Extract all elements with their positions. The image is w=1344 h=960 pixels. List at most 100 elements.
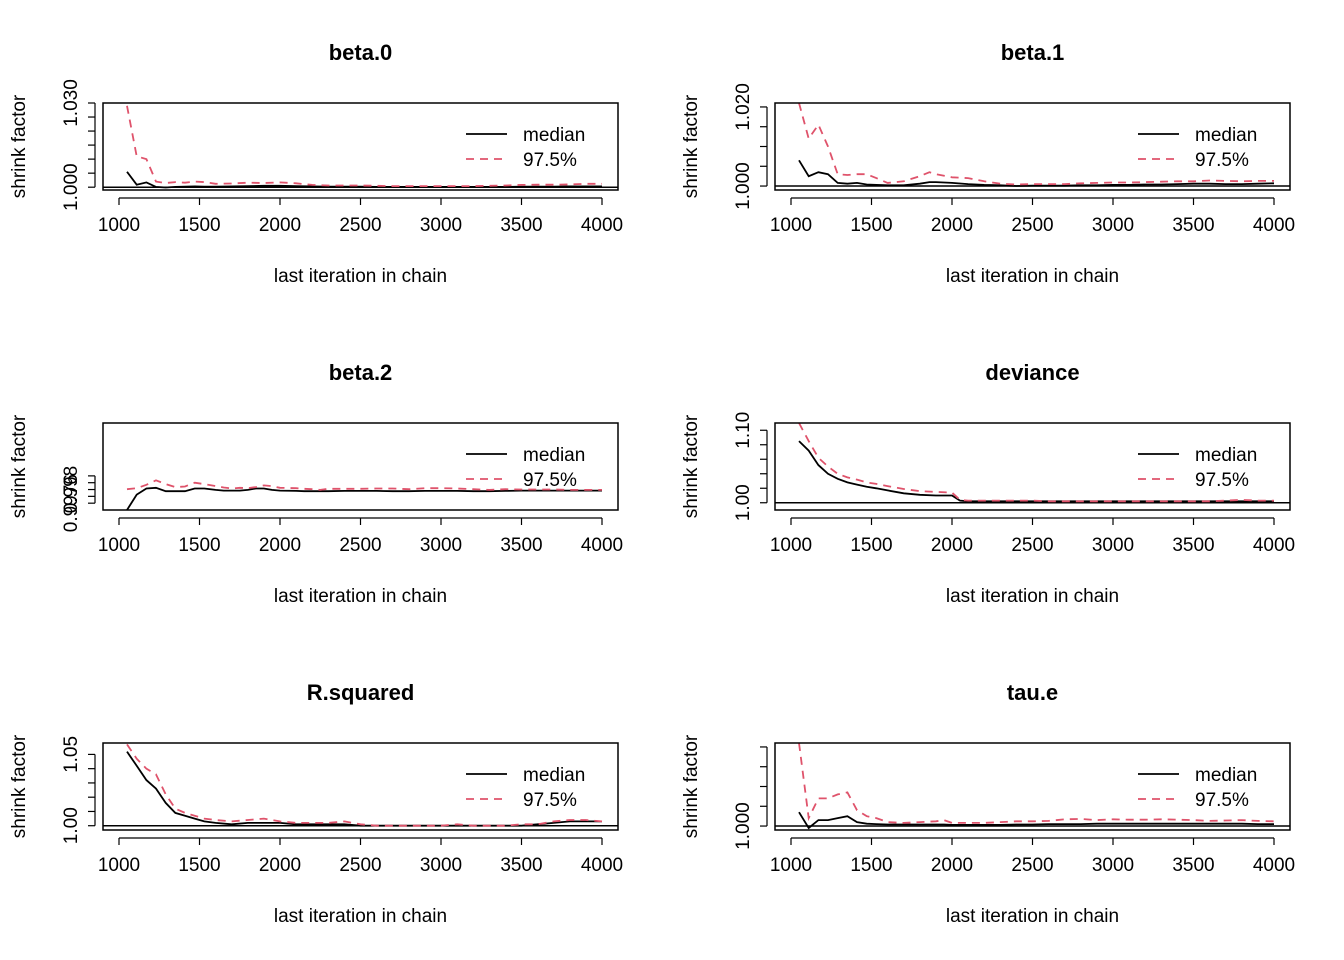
panel-title: deviance	[985, 360, 1079, 385]
x-tick-label: 3500	[1172, 855, 1214, 876]
x-axis-label: last iteration in chain	[946, 266, 1119, 287]
series-line-97-5	[798, 743, 1275, 824]
x-tick-label: 3000	[1092, 535, 1134, 556]
x-axis-label: last iteration in chain	[274, 586, 447, 607]
x-tick-label: 2500	[339, 855, 381, 876]
x-tick-label: 2500	[339, 535, 381, 556]
x-tick-label: 3000	[420, 215, 462, 236]
y-tick-label: 1.05	[61, 736, 82, 773]
legend-label: 97.5%	[1195, 790, 1249, 811]
y-axis-label: shrink factor	[681, 414, 702, 518]
plot-frame	[774, 102, 1291, 191]
y-tick-label: 1.000	[733, 162, 754, 210]
x-tick-label: 3000	[1092, 855, 1134, 876]
y-axis-label: shrink factor	[9, 414, 30, 518]
x-tick-label: 1500	[850, 855, 892, 876]
panel-deviance: deviance 1000 1500 2000 2500 3000 3500 4000 1.00…	[681, 360, 1295, 607]
y-axis-label: shrink factor	[681, 94, 702, 198]
x-tick-label: 2500	[339, 215, 381, 236]
y-axis-label: shrink factor	[9, 94, 30, 198]
x-tick-label: 1000	[98, 215, 140, 236]
y-tick-label: 1.030	[61, 79, 82, 127]
x-tick-label: 1500	[178, 855, 220, 876]
plot-frame	[102, 422, 619, 511]
x-tick-label: 2500	[1011, 215, 1053, 236]
x-tick-label: 2000	[259, 535, 301, 556]
x-tick-label: 3500	[1172, 215, 1214, 236]
panel-title: tau.e	[1007, 680, 1058, 705]
y-tick-label: 0.9976	[61, 474, 82, 532]
plot-frame	[774, 742, 1291, 831]
x-tick-label: 1500	[178, 215, 220, 236]
y-tick-label: 1.00	[61, 807, 82, 844]
y-axis-label: shrink factor	[681, 734, 702, 838]
panel-title: R.squared	[307, 680, 415, 705]
x-tick-label: 2000	[931, 535, 973, 556]
legend-label: 97.5%	[523, 790, 577, 811]
x-tick-label: 1000	[770, 535, 812, 556]
legend-label: 97.5%	[1195, 150, 1249, 171]
x-tick-label: 1000	[770, 855, 812, 876]
panel-title: beta.1	[1001, 40, 1065, 65]
panel-title: beta.0	[329, 40, 393, 65]
y-tick-label: 1.10	[733, 412, 754, 449]
legend-label: median	[1195, 125, 1257, 146]
x-tick-label: 3500	[1172, 535, 1214, 556]
y-tick-label: 1.000	[733, 802, 754, 850]
panel-tau-e: tau.e 1000 1500 2000 2500 3000 3500 4000 1.000 la…	[681, 680, 1295, 927]
plot-frame	[774, 422, 1291, 511]
plot-frame	[102, 742, 619, 831]
legend-label: median	[523, 125, 585, 146]
y-axis-label: shrink factor	[9, 734, 30, 838]
x-tick-label: 3000	[1092, 215, 1134, 236]
x-tick-label: 1500	[850, 215, 892, 236]
x-tick-label: 4000	[1253, 215, 1295, 236]
x-tick-label: 2500	[1011, 855, 1053, 876]
legend-label: median	[523, 765, 585, 786]
y-tick-label: 1.000	[61, 163, 82, 211]
x-axis-label: last iteration in chain	[274, 906, 447, 927]
series-line-median	[126, 486, 602, 510]
x-tick-label: 1500	[850, 535, 892, 556]
legend-label: 97.5%	[1195, 470, 1249, 491]
x-tick-label: 3000	[420, 535, 462, 556]
panel-title: beta.2	[329, 360, 393, 385]
series-line-median	[798, 440, 1274, 503]
panel-beta-2: beta.2 1000 1500 2000 2500 3000 3500 4000 0.9976…	[9, 360, 623, 607]
x-tick-label: 4000	[581, 215, 623, 236]
y-tick-label: 1.00	[733, 484, 754, 521]
x-tick-label: 3000	[420, 855, 462, 876]
x-tick-label: 3500	[500, 535, 542, 556]
panel-r-squared: R.squared 1000 1500 2000 2500 3000 3500 4000 1.0…	[9, 680, 623, 927]
series-line-median	[798, 159, 1275, 187]
legend-label: 97.5%	[523, 150, 577, 171]
panel-beta-1: beta.1 1000 1500 2000 2500 3000 3500 4000 1.000 1…	[681, 40, 1295, 287]
x-axis-label: last iteration in chain	[946, 906, 1119, 927]
x-tick-label: 1000	[770, 215, 812, 236]
x-tick-label: 2000	[931, 215, 973, 236]
x-tick-label: 3500	[500, 215, 542, 236]
series-line-median	[798, 811, 1274, 830]
legend-label: median	[523, 445, 585, 466]
x-tick-label: 1000	[98, 535, 140, 556]
x-tick-label: 3500	[500, 855, 542, 876]
series-line-median	[126, 171, 602, 189]
y-tick-label: 1.020	[733, 83, 754, 131]
series-line-97-5	[126, 479, 602, 491]
x-axis-label: last iteration in chain	[946, 586, 1119, 607]
x-axis-label: last iteration in chain	[274, 266, 447, 287]
y-tick-label: 0.998	[61, 466, 82, 514]
x-tick-label: 4000	[1253, 855, 1295, 876]
series-line-97-5	[126, 743, 603, 827]
legend-label: 97.5%	[523, 470, 577, 491]
series-line-97-5	[126, 105, 602, 188]
x-tick-label: 2500	[1011, 535, 1053, 556]
legend-label: median	[1195, 445, 1257, 466]
panel-beta-0: beta.0 1000 1500 2000 2500 3000 3500 4000 1.000 1…	[9, 40, 623, 287]
x-tick-label: 2000	[259, 855, 301, 876]
x-tick-label: 2000	[931, 855, 973, 876]
x-tick-label: 4000	[1253, 535, 1295, 556]
plot-frame	[102, 102, 619, 191]
